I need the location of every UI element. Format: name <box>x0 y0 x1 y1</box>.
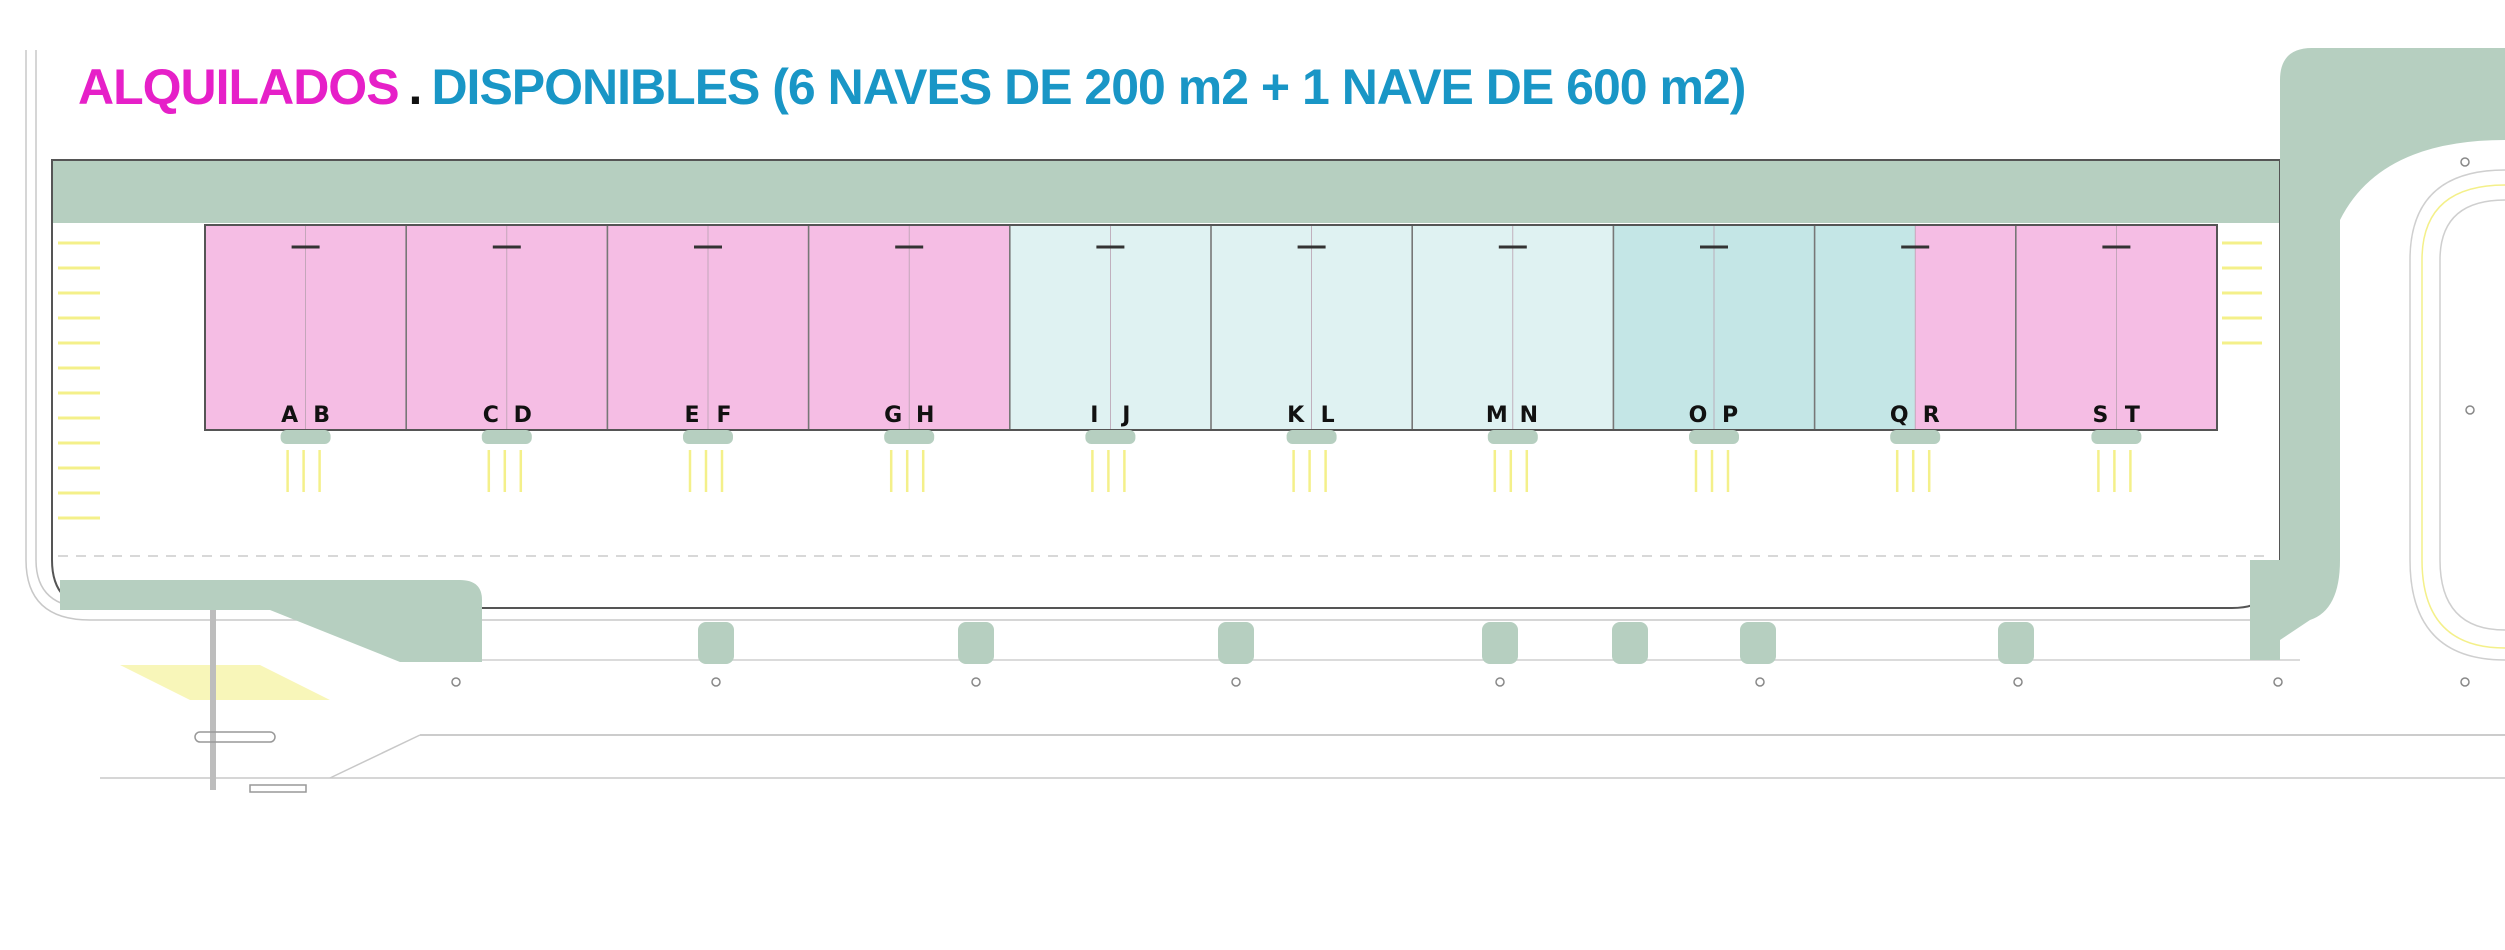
unit-label-p: P <box>1722 403 1738 428</box>
loading-dock <box>1689 430 1739 444</box>
unit-label-h: H <box>916 403 934 428</box>
loading-dock <box>1085 430 1136 444</box>
unit-m <box>1412 225 1514 430</box>
unit-label-k: K <box>1287 403 1305 428</box>
unit-k <box>1211 225 1313 430</box>
unit-label-l: L <box>1321 403 1335 428</box>
unit-label-g: G <box>884 403 902 428</box>
loading-dock <box>481 430 532 444</box>
unit-label-i: I <box>1090 403 1098 428</box>
right-green-zone <box>2250 48 2505 660</box>
unit-o <box>1613 225 1715 430</box>
unit-j <box>1110 225 1212 430</box>
unit-i <box>1009 225 1111 430</box>
unit-s <box>2015 225 2117 430</box>
warehouse-outline <box>204 224 2218 431</box>
unit-label-r: R <box>1923 403 1940 428</box>
unit-e <box>607 225 709 430</box>
unit-label-s: S <box>2092 403 2108 428</box>
loading-dock <box>884 430 935 444</box>
unit-h <box>909 225 1011 430</box>
rented-legend: ALQUILADOS <box>78 59 400 115</box>
plan-title: ALQUILADOS. DISPONIBLES (6 NAVES DE 200 m… <box>78 58 1746 116</box>
side-parking <box>58 241 2262 520</box>
unit-label-e: E <box>684 403 699 428</box>
unit-n <box>1512 225 1614 430</box>
bottom-pods <box>698 622 2034 664</box>
site-boundary <box>25 50 2505 779</box>
loading-dock <box>683 430 733 444</box>
unit-label-c: C <box>483 403 499 428</box>
loading-dock <box>2091 430 2142 444</box>
unit-label-b: B <box>313 403 330 428</box>
unit-r <box>1915 225 2017 430</box>
unit-label-f: F <box>716 403 731 428</box>
unit-f <box>708 225 810 430</box>
unit-a <box>205 225 307 430</box>
unit-t <box>2116 225 2218 430</box>
unit-b <box>305 225 407 430</box>
bottom-left-green <box>60 580 482 662</box>
loading-dock <box>280 430 331 444</box>
unit-label-d: D <box>514 403 532 428</box>
unit-g <box>808 225 910 430</box>
unit-l <box>1311 225 1413 430</box>
title-separator: . <box>408 59 423 115</box>
unit-label-a: A <box>281 403 298 428</box>
loading-dock <box>1487 430 1538 444</box>
access-marking <box>120 610 330 793</box>
unit-label-j: J <box>1120 403 1130 428</box>
unit-label-o: O <box>1689 403 1708 428</box>
unit-label-t: T <box>2125 403 2140 428</box>
available-legend: DISPONIBLES (6 NAVES DE 200 m2 + 1 NAVE … <box>431 59 1746 115</box>
loading-dock <box>1286 430 1337 444</box>
lamp-markers <box>451 157 2475 687</box>
right-road <box>2409 169 2505 661</box>
unit-label-q: Q <box>1890 403 1909 428</box>
unit-d <box>506 225 608 430</box>
loading-dock <box>1890 430 1941 444</box>
unit-c <box>406 225 508 430</box>
unit-label-m: M <box>1486 403 1508 428</box>
unit-q <box>1814 225 1916 430</box>
unit-label-n: N <box>1520 403 1538 428</box>
unit-p <box>1714 225 1816 430</box>
